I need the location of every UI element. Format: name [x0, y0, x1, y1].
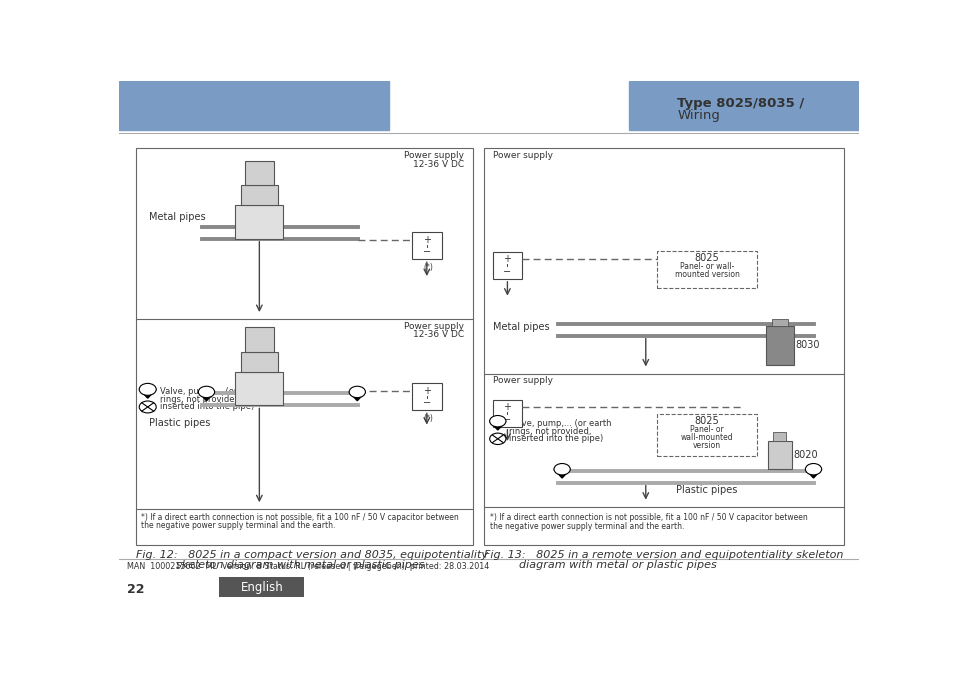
Text: Metal pipes: Metal pipes	[149, 211, 205, 221]
Text: Power supply: Power supply	[403, 322, 463, 331]
Bar	[765, 326, 793, 365]
Text: Panel- or: Panel- or	[689, 425, 723, 433]
Text: English: English	[240, 581, 283, 594]
Text: the negative power supply terminal and the earth.: the negative power supply terminal and t…	[489, 522, 683, 531]
Text: inserted into the pipe): inserted into the pipe)	[508, 434, 602, 444]
Text: 8020: 8020	[793, 450, 818, 460]
Bar	[492, 400, 521, 427]
Circle shape	[139, 384, 156, 395]
Text: skeleton diagram with metal or plastic pipes: skeleton diagram with metal or plastic p…	[176, 561, 424, 570]
Circle shape	[489, 433, 505, 444]
Bar	[656, 250, 757, 288]
Text: *) If a direct earth connection is not possible, fit a 100 nF / 50 V capacitor b: *) If a direct earth connection is not p…	[489, 513, 806, 522]
Text: rings, not provided,: rings, not provided,	[160, 394, 242, 404]
Bar	[629, 81, 858, 130]
Text: Metal pipes: Metal pipes	[492, 322, 549, 332]
Text: −: −	[422, 398, 431, 408]
Text: Valve, pump,... (or earth: Valve, pump,... (or earth	[508, 419, 611, 428]
Text: −: −	[503, 267, 511, 277]
Bar	[240, 186, 278, 205]
Bar	[235, 205, 283, 239]
Text: 22: 22	[127, 583, 144, 596]
Polygon shape	[489, 421, 505, 430]
Text: 8025: 8025	[694, 253, 719, 263]
Bar	[772, 431, 785, 441]
Text: inserted into the pipe): inserted into the pipe)	[160, 402, 253, 411]
Circle shape	[554, 464, 570, 475]
Text: the negative power supply terminal and the earth.: the negative power supply terminal and t…	[141, 522, 335, 530]
Text: Valve, pump,... (or earth: Valve, pump,... (or earth	[160, 387, 262, 396]
Text: −: −	[422, 247, 431, 257]
Text: FLUID CONTROL SYSTEMS: FLUID CONTROL SYSTEMS	[233, 117, 323, 123]
Text: Fig. 13:   8025 in a remote version and equipotentiality skeleton: Fig. 13: 8025 in a remote version and eq…	[483, 550, 842, 560]
Text: version: version	[692, 441, 720, 450]
Bar	[119, 81, 389, 130]
Circle shape	[139, 401, 156, 413]
Polygon shape	[554, 469, 570, 478]
Text: +: +	[503, 402, 511, 412]
Bar	[245, 161, 274, 186]
Bar	[245, 327, 274, 352]
Text: mounted version: mounted version	[674, 270, 739, 279]
Bar	[135, 148, 472, 544]
Text: bürkert: bürkert	[232, 95, 325, 115]
Bar	[412, 384, 441, 411]
Bar	[767, 441, 791, 470]
Polygon shape	[198, 392, 214, 400]
Text: +: +	[422, 386, 431, 396]
Text: MAN  1000215662  ML  Version: B Status: RL (released | freigegeben)  printed: 28: MAN 1000215662 ML Version: B Status: RL …	[127, 563, 488, 571]
Text: *) If a direct earth connection is not possible, fit a 100 nF / 50 V capacitor b: *) If a direct earth connection is not p…	[141, 513, 458, 522]
Text: Type 8025/8035 /: Type 8025/8035 /	[677, 96, 804, 110]
FancyBboxPatch shape	[219, 577, 304, 597]
Text: 8025: 8025	[694, 416, 719, 426]
Bar	[412, 232, 441, 259]
Bar	[492, 252, 521, 279]
Text: (*): (*)	[423, 263, 433, 272]
Circle shape	[198, 386, 214, 398]
Text: 12-36 V DC: 12-36 V DC	[413, 160, 463, 169]
Text: Plastic pipes: Plastic pipes	[149, 417, 210, 427]
Polygon shape	[139, 390, 156, 398]
Text: diagram with metal or plastic pipes: diagram with metal or plastic pipes	[518, 561, 717, 570]
Bar	[483, 148, 842, 544]
Bar	[656, 414, 757, 456]
Text: Power supply: Power supply	[492, 376, 552, 386]
Circle shape	[489, 415, 505, 427]
Circle shape	[804, 464, 821, 475]
Text: wall-mounted: wall-mounted	[679, 433, 733, 442]
Polygon shape	[349, 392, 365, 400]
Text: Wiring: Wiring	[677, 110, 720, 122]
Text: +: +	[503, 254, 511, 264]
Text: Fig. 12:   8025 in a compact version and 8035, equipotentiality: Fig. 12: 8025 in a compact version and 8…	[135, 550, 487, 560]
Circle shape	[349, 386, 365, 398]
Text: +: +	[422, 235, 431, 244]
Text: (*): (*)	[423, 414, 433, 423]
Text: Plastic pipes: Plastic pipes	[676, 485, 737, 495]
Bar	[235, 371, 283, 405]
Text: rings, not provided,: rings, not provided,	[508, 427, 591, 435]
Text: −: −	[503, 415, 511, 425]
Text: Power supply: Power supply	[403, 151, 463, 160]
Text: Panel- or wall-: Panel- or wall-	[679, 262, 734, 271]
Bar	[240, 352, 278, 371]
Bar	[771, 318, 787, 326]
Text: 12-36 V DC: 12-36 V DC	[413, 330, 463, 339]
Text: Power supply: Power supply	[492, 151, 552, 160]
Polygon shape	[804, 469, 821, 478]
Text: 8030: 8030	[795, 340, 819, 349]
